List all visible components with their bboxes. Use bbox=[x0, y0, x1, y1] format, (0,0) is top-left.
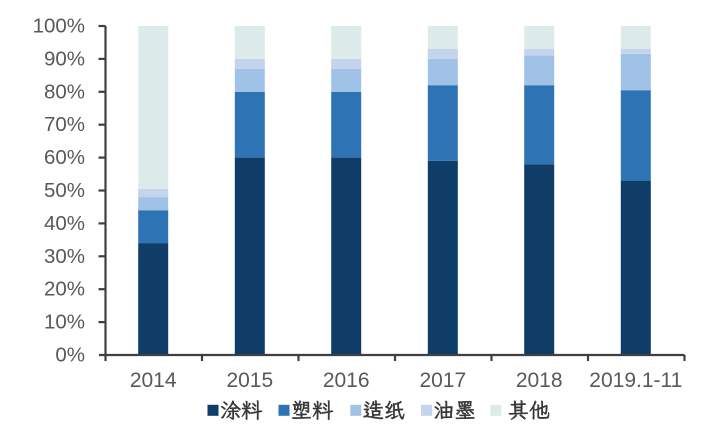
svg-text:2017: 2017 bbox=[419, 369, 466, 392]
svg-text:2019.1-11: 2019.1-11 bbox=[589, 369, 682, 392]
svg-text:2014: 2014 bbox=[130, 369, 177, 392]
svg-text:30%: 30% bbox=[44, 245, 85, 268]
svg-text:80%: 80% bbox=[44, 80, 85, 103]
svg-text:60%: 60% bbox=[44, 146, 85, 169]
svg-text:40%: 40% bbox=[44, 212, 85, 235]
svg-text:2018: 2018 bbox=[516, 369, 563, 392]
svg-text:0%: 0% bbox=[55, 344, 85, 367]
svg-text:20%: 20% bbox=[44, 278, 85, 301]
svg-text:50%: 50% bbox=[44, 179, 85, 202]
svg-text:10%: 10% bbox=[44, 311, 85, 334]
svg-text:70%: 70% bbox=[44, 113, 85, 136]
svg-text:2015: 2015 bbox=[226, 369, 273, 392]
svg-text:100%: 100% bbox=[33, 15, 85, 38]
svg-text:90%: 90% bbox=[44, 47, 85, 70]
svg-text:2016: 2016 bbox=[323, 369, 370, 392]
